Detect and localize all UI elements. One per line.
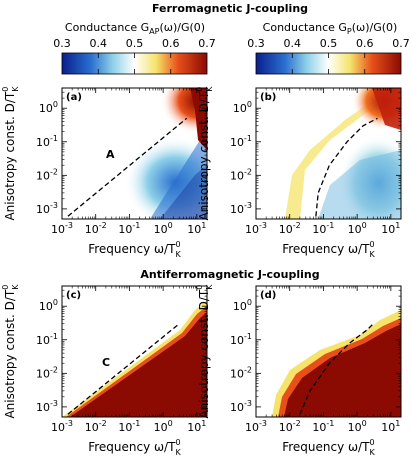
y-tick-label: 10-1 <box>36 332 58 347</box>
x-tick-label: 101 <box>381 221 400 236</box>
x-tick-label: 100 <box>348 419 367 434</box>
antiferromagnetic-title: Antiferromagnetic J-coupling <box>140 268 319 281</box>
annotation-c: C <box>102 356 110 369</box>
y-tick-label: 10-3 <box>36 201 58 216</box>
y-tick-label: 10-1 <box>36 134 58 149</box>
x-tick-label: 10-3 <box>245 221 267 236</box>
y-axis-label: Anisotropy const. D/T0K <box>1 284 20 419</box>
y-tick-label: 10-2 <box>36 167 58 182</box>
x-tick-label: 10-1 <box>118 419 140 434</box>
y-axis-label: Anisotropy const. D/T0K <box>195 284 214 419</box>
y-tick-label: 100 <box>39 298 58 313</box>
colorbar-tick-label: 0.5 <box>320 37 338 50</box>
y-tick-label: 100 <box>39 100 58 115</box>
panel-d <box>255 285 402 418</box>
x-axis-label: Frequency ω/T0 K <box>282 438 375 457</box>
y-axis-label: Anisotropy const. D/T0K <box>195 86 214 221</box>
dashed-curve <box>299 323 374 415</box>
x-tick-label: 10-3 <box>51 419 73 434</box>
colorbar-tick-label: 0.6 <box>162 37 180 50</box>
panel-b <box>255 87 402 220</box>
y-tick-label: 10-1 <box>230 134 252 149</box>
x-tick-label: 10-3 <box>51 221 73 236</box>
panel-label-d: (d) <box>260 290 276 301</box>
x-tick-label: 10-1 <box>118 221 140 236</box>
x-axis-label: Frequency ω/T0 K <box>88 438 181 457</box>
panel-label-a: (a) <box>66 92 82 103</box>
annotation-a: A <box>106 148 115 161</box>
x-tick-label: 100 <box>348 221 367 236</box>
colorbar-tick-label: 0.4 <box>284 37 302 50</box>
x-tick-label: 10-2 <box>279 221 301 236</box>
y-tick-label: 100 <box>233 100 252 115</box>
dashed-curve <box>315 117 378 217</box>
colorbar-tick-label: 0.3 <box>247 37 265 50</box>
x-tick-label: 101 <box>187 221 206 236</box>
x-tick-label: 100 <box>154 221 173 236</box>
y-tick-label: 10-3 <box>36 399 58 414</box>
y-tick-label: 10-3 <box>230 399 252 414</box>
x-tick-label: 10-3 <box>245 419 267 434</box>
x-tick-label: 101 <box>187 419 206 434</box>
x-tick-label: 10-1 <box>312 221 334 236</box>
y-tick-label: 10-2 <box>230 365 252 380</box>
y-tick-label: 10-1 <box>230 332 252 347</box>
panel-label-c: (c) <box>66 290 81 301</box>
x-tick-label: 10-1 <box>312 419 334 434</box>
panel-a <box>61 87 208 220</box>
x-tick-label: 10-2 <box>85 419 107 434</box>
colorbar-tick-label: 0.7 <box>392 37 410 50</box>
x-tick-label: 101 <box>381 419 400 434</box>
y-axis-label: Anisotropy const. D/T0K <box>1 86 20 221</box>
colorbar-tick-label: 0.5 <box>126 37 144 50</box>
panel-c <box>61 285 208 418</box>
y-tick-label: 10-3 <box>230 201 252 216</box>
dashed-curve <box>67 117 188 217</box>
x-tick-label: 10-2 <box>279 419 301 434</box>
x-axis-label: Frequency ω/T0 K <box>88 240 181 259</box>
y-tick-label: 10-2 <box>36 365 58 380</box>
colorbar-tick-label: 0.6 <box>356 37 374 50</box>
colorbar-tick-label: 0.4 <box>90 37 108 50</box>
colorbar-tick-label: 0.7 <box>198 37 216 50</box>
x-tick-label: 10-2 <box>85 221 107 236</box>
colorbar-label-p: Conductance GP(ω)/G(0) <box>263 21 398 36</box>
y-tick-label: 10-2 <box>230 167 252 182</box>
x-tick-label: 100 <box>154 419 173 434</box>
colorbar-label-ap: Conductance GAP(ω)/G(0) <box>65 21 205 36</box>
x-axis-label: Frequency ω/T0 K <box>282 240 375 259</box>
ferromagnetic-title: Ferromagnetic J-coupling <box>152 2 308 15</box>
panel-label-b: (b) <box>260 92 276 103</box>
y-tick-label: 100 <box>233 298 252 313</box>
colorbar-tick-label: 0.3 <box>53 37 71 50</box>
